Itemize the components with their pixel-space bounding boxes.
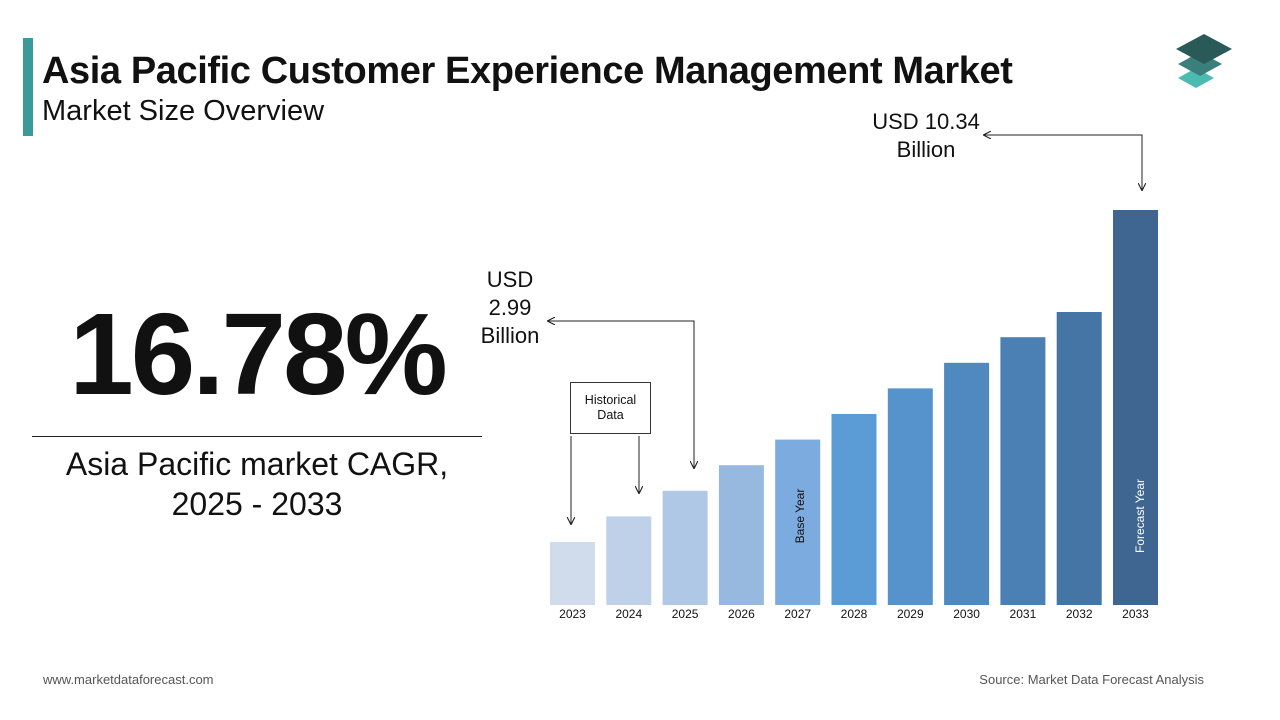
bar-2025 [662, 490, 708, 605]
cagr-label-line2: 2025 - 2033 [171, 486, 343, 522]
footer-source: Source: Market Data Forecast Analysis [979, 672, 1204, 687]
brand-logo-icon [1176, 34, 1232, 88]
callout-arrow-2033 [984, 135, 1142, 190]
x-tick-2030: 2030 [953, 607, 980, 621]
x-tick-labels: 2023 2024 2025 2026 2027 2028 2029 2030 2031 2032… [559, 607, 1149, 621]
bar-2026 [718, 465, 764, 605]
logo-layer-top [1176, 34, 1232, 64]
x-tick-2026: 2026 [728, 607, 755, 621]
bar-2024 [606, 516, 652, 605]
bar-2033 [1113, 210, 1158, 605]
cagr-divider [32, 436, 482, 437]
cagr-label: Asia Pacific market CAGR, 2025 - 2033 [24, 444, 490, 524]
page-title: Asia Pacific Customer Experience Managem… [42, 50, 1013, 92]
cagr-label-line1: Asia Pacific market CAGR, [65, 446, 449, 482]
bar-2030 [944, 362, 990, 605]
bar-2032 [1056, 312, 1102, 605]
historical-data-box: Historical Data [570, 382, 651, 434]
title-accent-bar [23, 38, 33, 136]
bar-2029 [887, 388, 933, 605]
x-tick-2027: 2027 [784, 607, 811, 621]
base-year-label: Base Year [793, 489, 807, 544]
bar-2028 [831, 414, 877, 605]
annotation-arrows [548, 135, 1142, 524]
bar-2023 [550, 542, 595, 605]
page-subtitle: Market Size Overview [42, 95, 325, 127]
bar-2031 [1000, 337, 1046, 605]
x-tick-2032: 2032 [1066, 607, 1093, 621]
x-tick-2023: 2023 [559, 607, 586, 621]
bar-2027 [775, 439, 821, 605]
cagr-value: 16.78% [69, 289, 447, 419]
footer-website: www.marketdataforecast.com [43, 672, 214, 687]
x-tick-2028: 2028 [841, 607, 868, 621]
callout-2033-value: USD 10.34 Billion [872, 109, 980, 162]
forecast-year-label: Forecast Year [1133, 479, 1147, 553]
x-tick-2025: 2025 [672, 607, 699, 621]
x-tick-2033: 2033 [1122, 607, 1149, 621]
x-tick-2029: 2029 [897, 607, 924, 621]
callout-2025-value: USD 2.99 Billion [480, 267, 540, 348]
bars-group [550, 210, 1158, 605]
x-tick-2024: 2024 [615, 607, 642, 621]
x-tick-2031: 2031 [1010, 607, 1037, 621]
callout-arrow-2025 [548, 321, 694, 468]
